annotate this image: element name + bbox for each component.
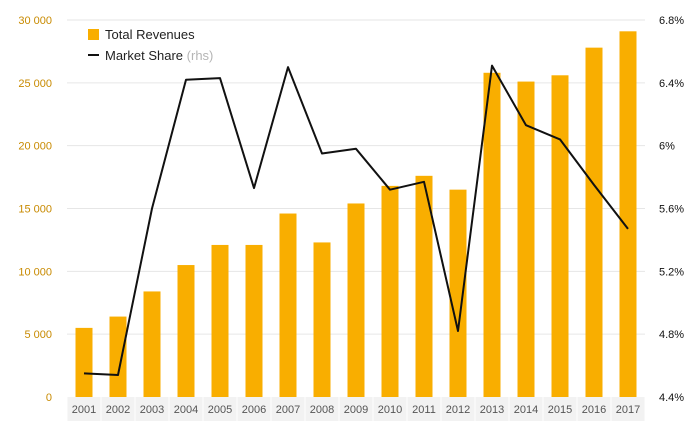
revenue-bar (517, 81, 535, 398)
revenue-bar (449, 189, 467, 397)
x-axis-band (67, 397, 645, 421)
revenue-bar (483, 72, 501, 397)
x-tick-label: 2015 (548, 404, 572, 416)
revenue-bar (313, 242, 331, 397)
revenue-bar (245, 244, 263, 397)
y-right-tick-label: 6.8% (659, 15, 684, 27)
revenue-bars (75, 31, 637, 398)
y-left-tick-label: 0 (46, 392, 52, 404)
y-right-tick-label: 6% (659, 141, 675, 153)
y-right-tick-label: 5.6% (659, 204, 684, 216)
y-right-tick-label: 4.4% (659, 392, 684, 404)
y-left-tick-label: 10 000 (18, 266, 52, 278)
x-tick-label: 2003 (140, 404, 164, 416)
y-left-tick-label: 15 000 (18, 204, 52, 216)
revenue-bar (551, 75, 569, 397)
y-left-tick-label: 20 000 (18, 141, 52, 153)
revenue-bar (177, 265, 195, 397)
revenue-bar (211, 244, 229, 397)
x-tick-label: 2007 (276, 404, 300, 416)
legend-label-market-share: Market Share (rhs) (105, 48, 213, 63)
y-left-tick-label: 25 000 (18, 78, 52, 90)
revenue-bar (585, 47, 603, 397)
x-axis: 2001 2002 2003 2004 2005 2006 2007 2008 2009 2010… (66, 397, 646, 421)
x-tick-label: 2016 (582, 404, 606, 416)
y-right-tick-label: 4.8% (659, 329, 684, 341)
x-tick-label: 2013 (480, 404, 504, 416)
revenue-bar (381, 185, 399, 397)
market-share-line (83, 64, 629, 376)
revenue-bar (109, 316, 127, 397)
legend: Total Revenues Market Share (rhs) (88, 27, 213, 63)
legend-swatch-revenues (88, 29, 99, 40)
revenue-bar (347, 203, 365, 397)
revenue-bar (143, 291, 161, 397)
x-tick-label: 2008 (310, 404, 334, 416)
x-tick-label: 2014 (514, 404, 538, 416)
x-tick-label: 2006 (242, 404, 266, 416)
y-right-tick-label: 6.4% (659, 78, 684, 90)
y-left-tick-label: 5 000 (24, 329, 52, 341)
revenue-bar (415, 175, 433, 397)
x-tick-label: 2011 (412, 404, 436, 416)
left-y-axis: 0 5 000 10 000 15 000 20 000 25 000 30 000 (18, 15, 52, 404)
revenue-bar (279, 213, 297, 397)
legend-label-revenues: Total Revenues (105, 27, 195, 42)
x-tick-label: 2002 (106, 404, 130, 416)
revenue-bar (75, 327, 93, 397)
x-tick-label: 2009 (344, 404, 368, 416)
x-tick-label: 2012 (446, 404, 470, 416)
x-tick-label: 2004 (174, 404, 198, 416)
x-tick-label: 2005 (208, 404, 232, 416)
revenue-bar (619, 31, 637, 398)
x-tick-label: 2001 (72, 404, 96, 416)
right-y-axis: 4.4% 4.8% 5.2% 5.6% 6% 6.4% 6.8% (659, 15, 684, 404)
x-tick-label: 2010 (378, 404, 402, 416)
y-right-tick-label: 5.2% (659, 266, 684, 278)
x-tick-label: 2017 (616, 404, 640, 416)
y-left-tick-label: 30 000 (18, 15, 52, 27)
